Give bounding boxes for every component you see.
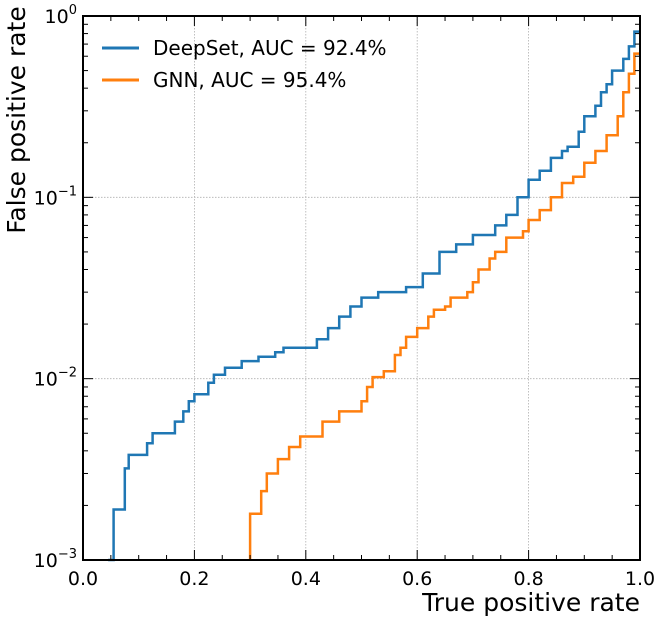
x-axis-title: True positive rate (421, 588, 640, 617)
x-tick-label: 0.4 (291, 568, 321, 590)
x-tick-label: 0.6 (402, 568, 432, 590)
series-line-gnn (248, 52, 640, 560)
y-tick-base: 10 (45, 6, 69, 28)
y-axis-title: False positive rate (2, 6, 31, 234)
axis-ticks (82, 15, 641, 561)
legend: DeepSet, AUC = 92.4% GNN, AUC = 95.4% (102, 36, 387, 92)
x-tick-label: 0.0 (68, 568, 98, 590)
x-tick-label: 0.2 (179, 568, 209, 590)
y-tick-exponent: −3 (58, 547, 77, 562)
y-tick-label: 10−2 (34, 366, 77, 391)
y-tick-base: 10 (34, 187, 58, 209)
legend-label-deepset: DeepSet, AUC = 92.4% (153, 36, 387, 60)
x-tick-label: 1.0 (625, 568, 655, 590)
x-tick-label: 0.8 (513, 568, 543, 590)
y-tick-label: 100 (45, 3, 77, 28)
y-tick-exponent: −1 (58, 184, 77, 199)
y-tick-label: 10−3 (34, 547, 77, 572)
y-tick-exponent: −2 (58, 366, 77, 381)
series-lines (108, 30, 640, 562)
y-tick-base: 10 (34, 369, 58, 391)
y-tick-base: 10 (34, 550, 58, 572)
y-tick-exponent: 0 (69, 3, 77, 18)
series-line-deepset (108, 30, 640, 562)
grid-lines (83, 16, 640, 560)
legend-label-gnn: GNN, AUC = 95.4% (153, 68, 346, 92)
y-tick-label: 10−1 (34, 184, 77, 209)
